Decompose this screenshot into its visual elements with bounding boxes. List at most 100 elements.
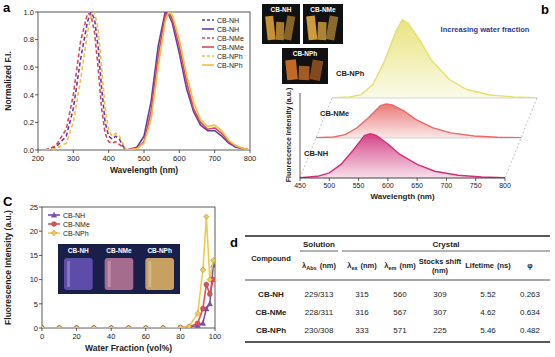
data-point: [178, 325, 184, 328]
series-line: [45, 13, 126, 150]
data-point: [109, 325, 114, 328]
x-tick-label: 300: [67, 154, 80, 163]
data-point: [186, 324, 192, 328]
table-cell: CB-NPh: [256, 326, 286, 335]
table-cell: 567: [393, 308, 407, 317]
photo-label: CB-NH: [271, 6, 292, 13]
x-tick: [108, 150, 109, 153]
table-cell: 0.634: [520, 308, 541, 317]
photo-label: CB-NMe: [106, 247, 132, 254]
header-unit: (nm): [320, 261, 337, 270]
table-cell: 571: [393, 326, 407, 335]
y-tick: [39, 303, 42, 304]
x-tick: [38, 150, 39, 153]
vial: [145, 258, 174, 290]
legend-label: CB-NMe: [217, 44, 244, 51]
data-point: [74, 325, 79, 328]
series-line: [45, 12, 126, 150]
y-tick: [39, 207, 42, 208]
figure: 2003004005006007008000.00.20.40.60.81.0W…: [0, 0, 555, 357]
table-cell: 4.62: [480, 308, 496, 317]
x-tick-label: 450: [294, 182, 306, 189]
column-header: Lifetime(ns): [465, 261, 511, 270]
y-tick: [35, 122, 38, 123]
x-tick-label: 700: [441, 182, 453, 189]
x-tick: [329, 178, 330, 181]
column-header: λem(nm): [384, 261, 416, 271]
crystal-glow: [276, 22, 285, 40]
data-point: [195, 311, 201, 317]
x-tick: [214, 150, 215, 153]
data-point: [207, 301, 213, 306]
panel-label: d: [230, 235, 238, 250]
table-d: dSolutionCrystalCompoundλAbs(nm)λex(nm)λ…: [230, 235, 550, 342]
y-tick: [39, 231, 42, 232]
crystal-glow: [283, 15, 295, 40]
crystal-glow: [298, 66, 309, 80]
data-point: [126, 325, 132, 328]
y-axis-line: [300, 93, 301, 178]
y-tick: [35, 12, 38, 13]
y-tick: [35, 150, 38, 151]
data-point: [207, 277, 213, 283]
data-point: [57, 325, 62, 328]
x-tick-label: 800: [499, 182, 511, 189]
data-point: [204, 282, 209, 287]
y-axis-title: Fluorescence Intensity (a.u.): [3, 210, 13, 325]
x-tick: [300, 178, 301, 181]
floor-line: [300, 178, 505, 179]
data-point: [160, 325, 166, 328]
x-tick: [215, 328, 216, 331]
panel-label: C: [3, 194, 13, 209]
crystal-photo: CB-NMe: [303, 4, 343, 44]
data-point: [57, 325, 63, 328]
table-cell: CB-NH: [258, 290, 284, 299]
data-point: [200, 306, 205, 311]
header-sub: ex: [351, 265, 358, 271]
legend-label: CB-NH: [63, 212, 85, 219]
x-axis-title: Wavelength (nm): [110, 165, 178, 175]
x-tick-label: 600: [173, 154, 186, 163]
vial-highlight: [108, 261, 111, 287]
data-point: [126, 325, 132, 328]
panel-label: a: [3, 0, 11, 15]
photo-label: CB-NPh: [293, 50, 318, 57]
y-tick-label: 0.2: [24, 118, 34, 127]
column-header: Stocks shift: [419, 257, 462, 266]
vial-highlight: [148, 261, 151, 287]
table-cell: 229/313: [305, 290, 334, 299]
layer: [316, 104, 521, 138]
data-point: [207, 292, 212, 297]
x-tick: [475, 178, 476, 181]
column-header: λAbs(nm): [302, 261, 336, 271]
table-cell: 315: [355, 290, 369, 299]
legend-label: CB-NPh: [217, 53, 243, 60]
x-tick-label: 40: [107, 332, 115, 341]
y-tick: [39, 255, 42, 256]
panel-C: 0204060801000510152025Water Fraction (vo…: [3, 194, 221, 353]
y-tick: [35, 94, 38, 95]
photo-background: [303, 4, 343, 44]
y-tick-label: 0.8: [24, 35, 34, 44]
data-point: [143, 325, 149, 328]
series-area: [332, 20, 537, 98]
data-point: [200, 320, 206, 325]
photo-label: CB-NMe: [310, 6, 336, 13]
header-unit: (ns): [497, 261, 511, 270]
x-tick: [417, 178, 418, 181]
table-cell: 316: [355, 308, 369, 317]
panel-a: 2003004005006007008000.00.20.40.60.81.0W…: [3, 0, 343, 175]
series-line: [42, 217, 213, 328]
table-cell: 5.46: [480, 326, 496, 335]
group-header: Solution: [303, 240, 335, 249]
series-label: CB-NMe: [320, 109, 349, 118]
y-tick: [35, 39, 38, 40]
legend-label: CB-NMe: [63, 221, 90, 228]
header-main: φ: [527, 261, 533, 270]
photo-background: [282, 48, 328, 84]
legend-marker: [51, 230, 57, 236]
x-tick: [76, 328, 77, 331]
header-unit: (nm): [361, 261, 378, 270]
photo-background: [58, 244, 180, 294]
x-tick-label: 750: [470, 182, 482, 189]
